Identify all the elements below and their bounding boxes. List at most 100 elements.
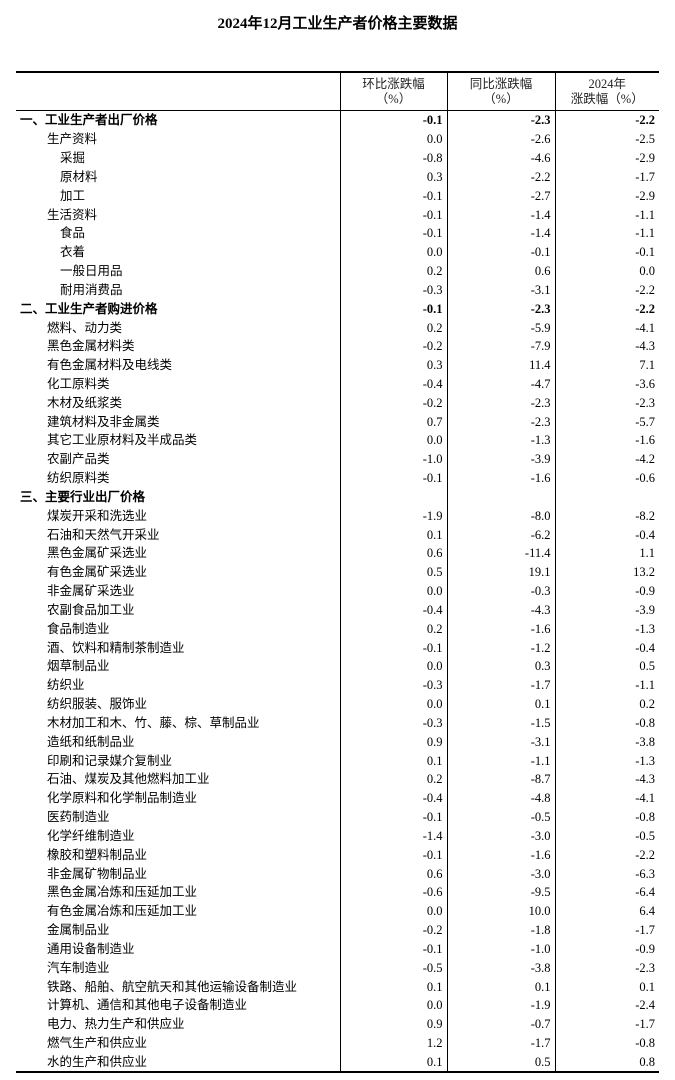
table-row: 有色金属材料及电线类 0.3 11.4 7.1 [16, 355, 659, 375]
row-label: 有色金属材料及电线类 [47, 358, 173, 373]
row-label: 木材加工和木、竹、藤、棕、草制品业 [47, 715, 260, 730]
cell-yoy: -3.8 [446, 958, 555, 978]
row-label: 生产资料 [47, 132, 98, 147]
table-row: 木材及纸浆类 -0.2 -2.3 -2.3 [16, 393, 659, 413]
cell-year: 0.8 [554, 1052, 659, 1073]
row-label: 燃气生产和供应业 [47, 1035, 148, 1050]
table-row: 食品 -0.1 -1.4 -1.1 [16, 223, 659, 243]
cell-yoy: -1.8 [446, 920, 555, 940]
cell-mom: -0.6 [339, 882, 447, 902]
row-label: 生活资料 [47, 207, 98, 222]
table-row: 采掘 -0.8 -4.6 -2.9 [16, 148, 659, 168]
cell-year: -2.9 [554, 186, 659, 206]
row-label: 有色金属冶炼和压延加工业 [47, 904, 198, 919]
page-title: 2024年12月工业生产者价格主要数据 [217, 16, 458, 32]
table-row: 通用设备制造业 -0.1 -1.0 -0.9 [16, 939, 659, 959]
cell-mom: -0.8 [339, 148, 447, 168]
cell-mom: -1.9 [339, 506, 447, 526]
header-mom: 环比涨跌幅 （%） [339, 72, 447, 111]
row-label: 通用设备制造业 [47, 941, 135, 956]
cell-yoy: -2.3 [446, 412, 555, 432]
cell-year: -0.1 [554, 242, 659, 262]
table-row: 计算机、通信和其他电子设备制造业 0.0 -1.9 -2.4 [16, 995, 659, 1015]
table-row: 印刷和记录媒介复制业 0.1 -1.1 -1.3 [16, 751, 659, 770]
row-label: 有色金属矿采选业 [47, 565, 148, 580]
cell-mom: 0.0 [339, 657, 447, 676]
row-label: 一、工业生产者出厂价格 [20, 113, 158, 128]
cell-mom: -0.1 [339, 638, 447, 658]
cell-mom: 0.9 [339, 1014, 447, 1034]
cell-mom: -0.1 [339, 468, 447, 488]
row-label: 化学纤维制造业 [47, 828, 135, 843]
cell-yoy: -4.7 [446, 374, 555, 394]
cell-year: -0.8 [554, 807, 659, 827]
cell-mom [339, 487, 447, 507]
cell-yoy: -1.3 [446, 431, 555, 450]
row-label: 纺织服装、服饰业 [47, 697, 148, 712]
cell-yoy: -2.7 [446, 186, 555, 206]
cell-mom: 0.9 [339, 732, 447, 752]
cell-year: 6.4 [554, 901, 659, 921]
cell-year: -0.8 [554, 713, 659, 733]
cell-year: -2.2 [554, 280, 659, 300]
row-label: 电力、热力生产和供应业 [47, 1017, 185, 1032]
table-header-row: 环比涨跌幅 （%） 同比涨跌幅 （%） 2024年 涨跌幅（%） [16, 72, 659, 111]
row-label: 金属制品业 [47, 923, 110, 938]
cell-yoy: 0.5 [446, 1052, 555, 1073]
cell-mom: -0.5 [339, 958, 447, 978]
table-row: 生产资料 0.0 -2.6 -2.5 [16, 129, 659, 149]
cell-mom: 0.3 [339, 167, 447, 187]
row-label: 非金属矿物制品业 [47, 866, 148, 881]
cell-yoy: -2.3 [446, 393, 555, 413]
cell-yoy: -1.6 [446, 619, 555, 639]
cell-year: -4.1 [554, 788, 659, 808]
cell-year: -4.1 [554, 318, 659, 337]
row-label: 酒、饮料和精制茶制造业 [47, 640, 185, 655]
row-label: 计算机、通信和其他电子设备制造业 [47, 998, 248, 1013]
cell-yoy: -2.3 [446, 110, 555, 130]
table-row: 烟草制品业 0.0 0.3 0.5 [16, 657, 659, 676]
cell-mom: 0.6 [339, 864, 447, 883]
table-row: 耐用消费品 -0.3 -3.1 -2.2 [16, 280, 659, 300]
cell-yoy: -7.9 [446, 336, 555, 356]
cell-mom: 0.0 [339, 694, 447, 714]
row-label: 煤炭开采和洗选业 [47, 508, 148, 523]
cell-yoy: -4.3 [446, 600, 555, 620]
row-label: 黑色金属矿采选业 [47, 546, 148, 561]
cell-mom: 0.0 [339, 129, 447, 149]
cell-mom: 0.2 [339, 769, 447, 789]
cell-yoy: 0.1 [446, 694, 555, 714]
section-row: 一、工业生产者出厂价格 -0.1 -2.3 -2.2 [16, 110, 659, 130]
table-row: 燃气生产和供应业 1.2 -1.7 -0.8 [16, 1033, 659, 1053]
cell-yoy: -4.6 [446, 148, 555, 168]
row-label: 衣着 [60, 245, 86, 260]
cell-mom: -0.1 [339, 205, 447, 224]
cell-yoy: -1.5 [446, 713, 555, 733]
row-label: 黑色金属冶炼和压延加工业 [47, 885, 198, 900]
cell-mom: 0.0 [339, 581, 447, 601]
cell-mom: -0.2 [339, 920, 447, 940]
table-row: 纺织业 -0.3 -1.7 -1.1 [16, 675, 659, 695]
table-row: 木材加工和木、竹、藤、棕、草制品业 -0.3 -1.5 -0.8 [16, 713, 659, 733]
cell-year: 0.0 [554, 261, 659, 281]
cell-mom: 1.2 [339, 1033, 447, 1053]
cell-year: -2.5 [554, 129, 659, 149]
row-label: 耐用消费品 [60, 282, 123, 297]
table-row: 纺织服装、服饰业 0.0 0.1 0.2 [16, 694, 659, 714]
cell-mom: -1.4 [339, 826, 447, 846]
row-label: 橡胶和塑料制品业 [47, 847, 148, 862]
cell-yoy: -3.1 [446, 732, 555, 752]
table-row: 电力、热力生产和供应业 0.9 -0.7 -1.7 [16, 1014, 659, 1034]
cell-year: -1.7 [554, 920, 659, 940]
row-label: 三、主要行业出厂价格 [20, 489, 146, 504]
cell-mom: -0.1 [339, 186, 447, 206]
cell-yoy: 0.6 [446, 261, 555, 281]
table-row: 农副食品加工业 -0.4 -4.3 -3.9 [16, 600, 659, 620]
cell-mom: -0.3 [339, 280, 447, 300]
cell-year: -0.8 [554, 1033, 659, 1053]
cell-year: -4.3 [554, 769, 659, 789]
header-mom-line2: （%） [375, 91, 412, 106]
row-label: 纺织业 [47, 678, 85, 693]
cell-year: -1.1 [554, 675, 659, 695]
cell-yoy: -4.8 [446, 788, 555, 808]
